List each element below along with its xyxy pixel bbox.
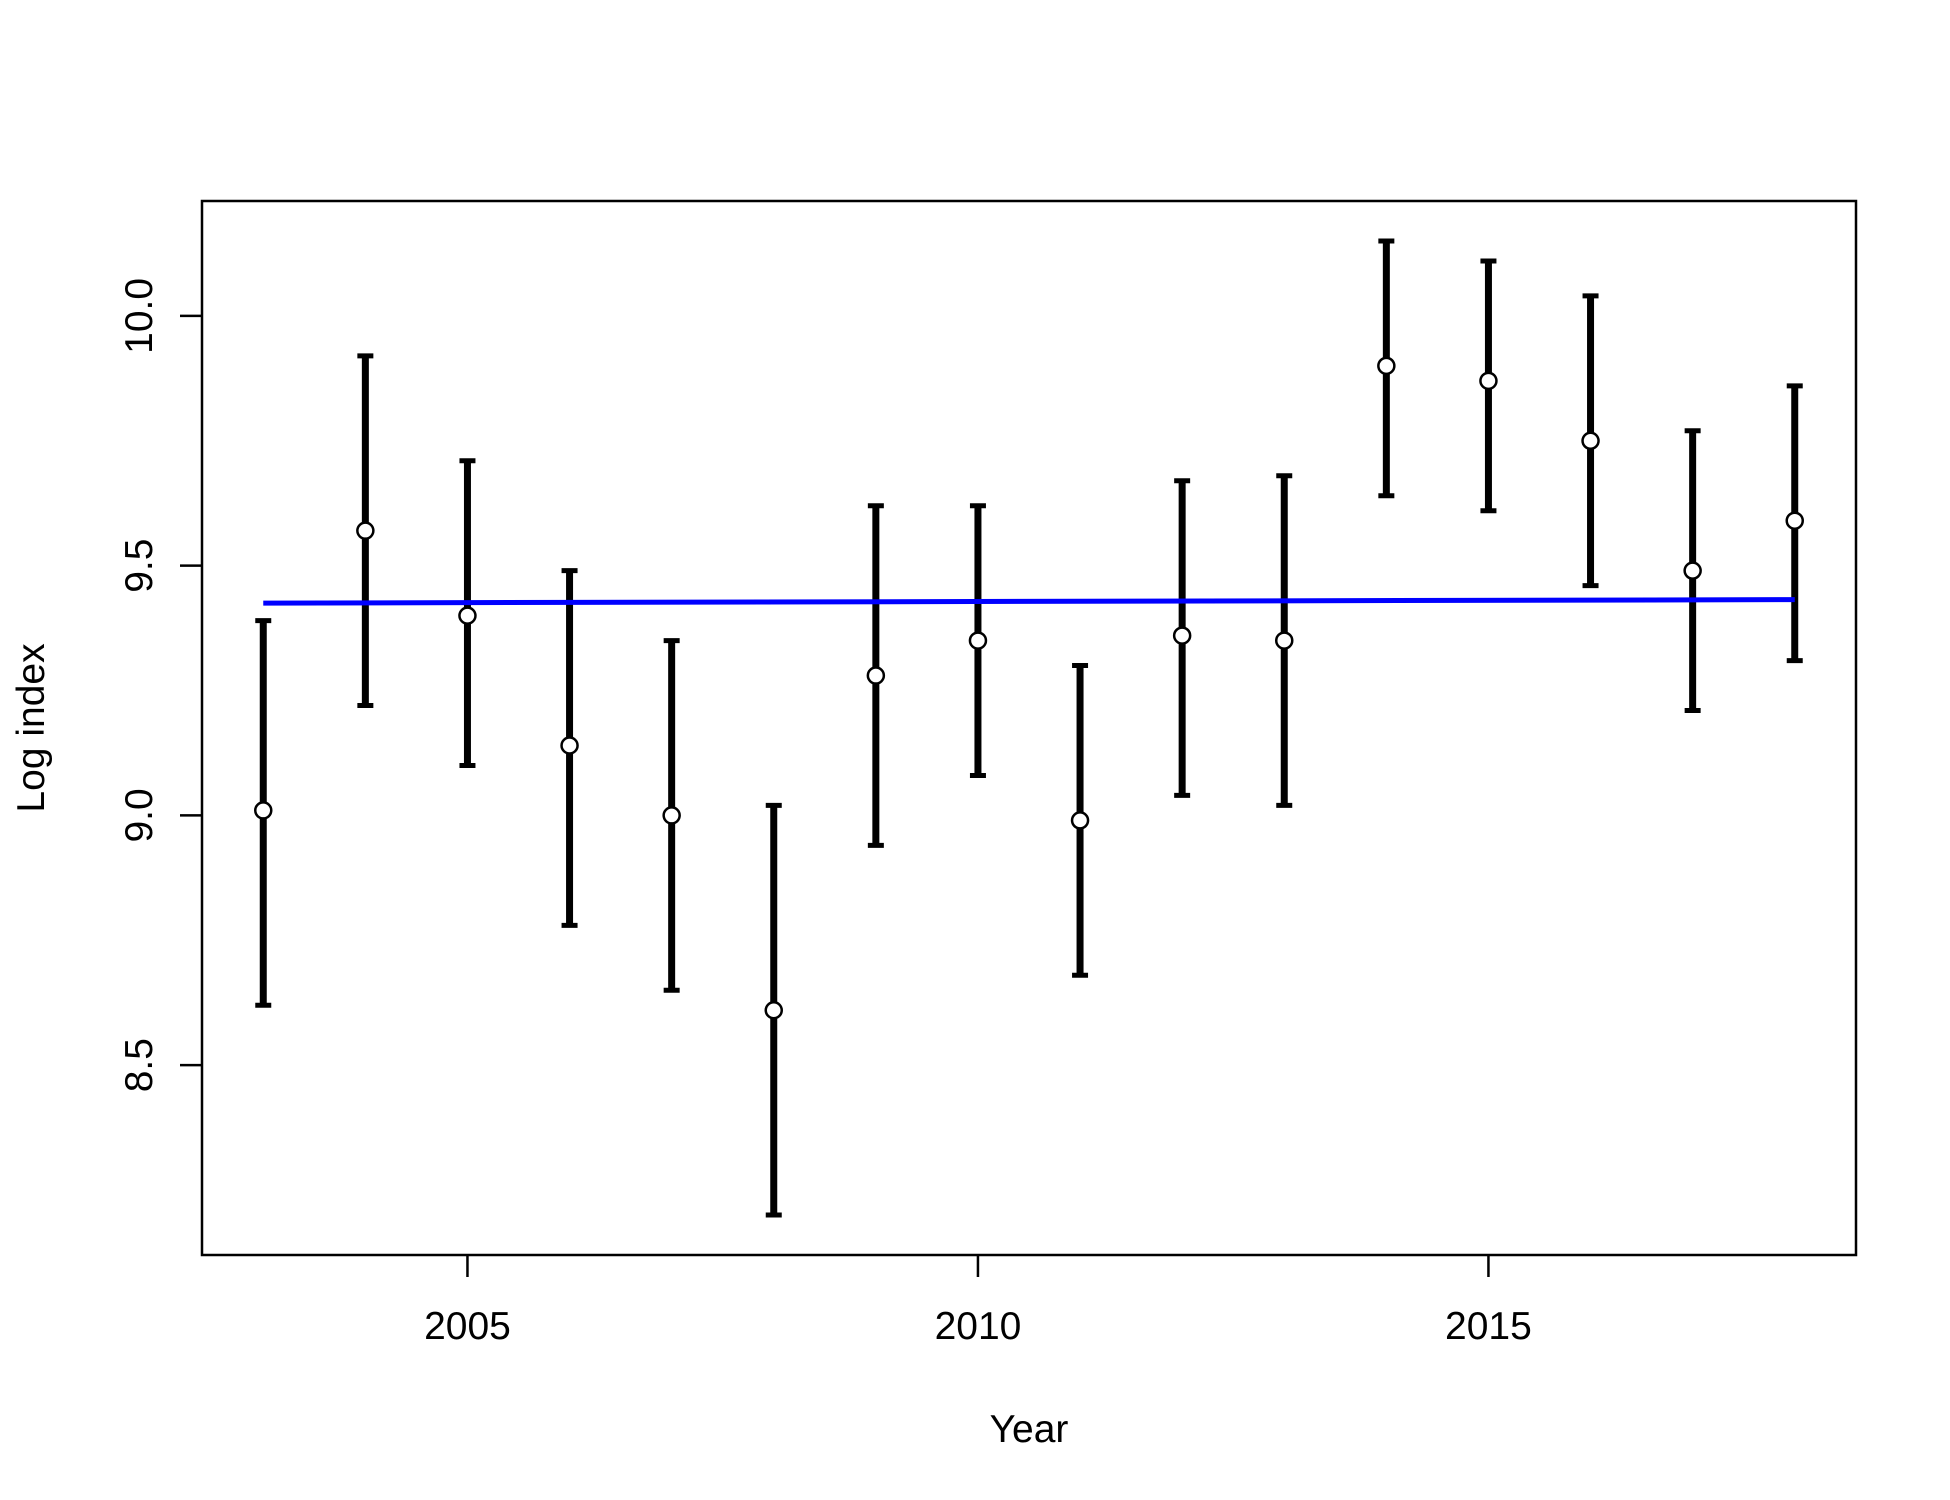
data-point: [1274, 631, 1294, 650]
data-point: [1479, 371, 1498, 391]
plot-frame: [200, 199, 1858, 1257]
data-point: [356, 521, 375, 540]
y-tick-label: 9.5: [118, 539, 161, 593]
data-point: [1377, 356, 1396, 376]
data-point: [560, 736, 579, 755]
x-tick-label: 2015: [1445, 1305, 1532, 1348]
x-tick-label: 2005: [424, 1305, 511, 1348]
data-point: [866, 666, 886, 685]
data-point: [458, 606, 477, 625]
data-point: [1070, 811, 1090, 830]
plot-area: [254, 238, 1804, 1218]
y-tick-label: 8.5: [118, 1038, 161, 1092]
x-axis-label: Year: [990, 1408, 1069, 1451]
data-point: [1581, 431, 1600, 451]
data-point: [968, 631, 988, 650]
data-point: [1785, 511, 1804, 530]
y-axis: 8.5 9.0 9.5 10.0: [118, 278, 202, 1092]
x-tick-label: 2010: [935, 1305, 1022, 1348]
y-axis-label: Log index: [10, 643, 53, 813]
data-point: [764, 1000, 784, 1020]
x-axis: 2005 2010 2015: [424, 1255, 1532, 1348]
y-tick-label: 9.0: [118, 788, 161, 842]
data-point: [1683, 561, 1702, 580]
trend-line: [263, 597, 1795, 606]
data-point: [1172, 626, 1192, 645]
data-point: [662, 806, 681, 825]
y-tick-label: 10.0: [118, 278, 161, 354]
data-point: [254, 801, 273, 820]
